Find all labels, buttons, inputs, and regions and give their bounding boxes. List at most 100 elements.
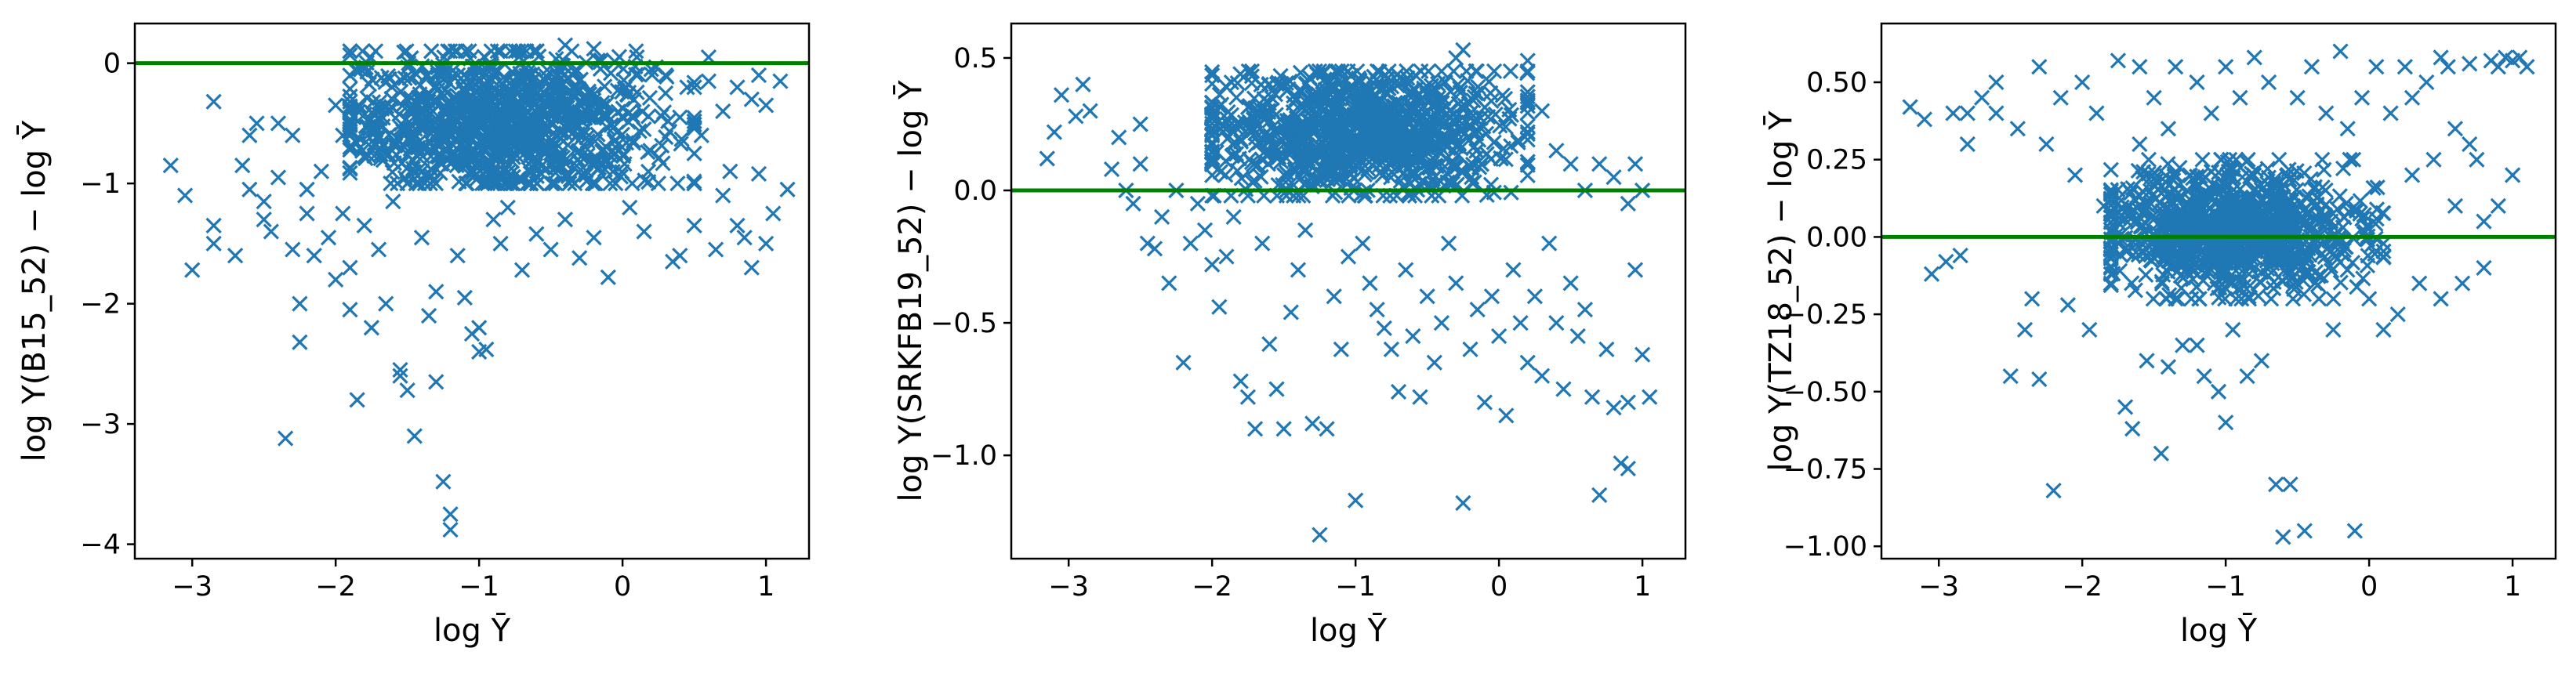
- cluster-point: [1493, 150, 1509, 166]
- cluster-point: [686, 176, 702, 192]
- scatter-point: [757, 235, 775, 252]
- cluster-point: [342, 165, 358, 181]
- cluster-point: [1471, 159, 1488, 176]
- scatter-point: [2031, 371, 2048, 388]
- subplot-1: −3 −2 −1 0 1 −4 −3 −2 −1 0 log Ȳ log Y(B15_52) − …: [16, 22, 811, 649]
- cluster-point: [507, 75, 524, 92]
- scatter-point: [299, 181, 315, 197]
- scatter-point: [750, 67, 767, 84]
- scatter-point: [1490, 328, 1508, 345]
- cluster-point: [1486, 63, 1503, 79]
- cluster-point: [2259, 161, 2276, 177]
- subplot-3: −3 −2 −1 0 1−1.00−0.75−0.50−0.250.000.250.50…: [1762, 22, 2557, 649]
- scatter-point: [363, 320, 380, 336]
- cluster-point: [513, 169, 529, 186]
- scatter-point: [1455, 494, 1471, 512]
- scatter-point: [2031, 59, 2048, 75]
- cluster-point: [342, 111, 358, 128]
- scatter-point: [2275, 529, 2291, 545]
- cluster-point: [1356, 122, 1373, 139]
- cluster-point: [1426, 96, 1442, 112]
- x-axis-label: log Ȳ: [1310, 612, 1388, 649]
- cluster-point: [504, 132, 521, 149]
- x-tick-label: −3: [172, 571, 212, 603]
- scatter-point: [2110, 52, 2127, 69]
- cluster-point: [2375, 205, 2392, 222]
- scatter-point: [586, 230, 602, 246]
- scatter-point: [492, 235, 509, 252]
- cluster-point: [2118, 244, 2135, 260]
- scatter-point: [1591, 487, 1608, 503]
- cluster-point: [480, 97, 496, 114]
- cluster-point: [522, 176, 539, 192]
- y-tick-label: 0.25: [1806, 145, 1867, 176]
- scatter-point: [1620, 195, 1636, 212]
- scatter-point: [335, 127, 351, 143]
- cluster-point: [372, 150, 389, 167]
- cluster-point: [1439, 165, 1455, 181]
- scatter-point: [1275, 421, 1292, 437]
- cluster-point: [1296, 158, 1312, 176]
- cluster-point: [430, 67, 446, 83]
- cluster-point: [1204, 154, 1221, 170]
- scatter-point: [1576, 302, 1594, 318]
- scatter-point: [1462, 341, 1478, 358]
- scatter-point: [1448, 49, 1464, 67]
- cluster-point: [2331, 188, 2348, 205]
- cluster-point: [2228, 151, 2244, 168]
- scatter-point: [234, 157, 251, 174]
- scatter-point: [2153, 445, 2169, 462]
- scatter-point: [2002, 367, 2019, 385]
- scatter-point: [292, 334, 308, 350]
- cluster-point: [1486, 184, 1502, 201]
- cluster-point: [1329, 103, 1346, 119]
- cluster-point: [432, 147, 448, 164]
- cluster-point: [394, 121, 412, 139]
- cluster-point: [1228, 119, 1244, 136]
- scatter-point: [1232, 373, 1249, 389]
- cluster-point: [597, 78, 613, 95]
- cluster-point: [367, 43, 384, 60]
- cluster-point: [2365, 179, 2382, 196]
- scatter-point: [1204, 256, 1221, 273]
- scatter-point: [1139, 235, 1156, 252]
- scatter-point: [392, 361, 408, 378]
- cluster-point: [1449, 158, 1466, 175]
- scatter-point: [2124, 421, 2141, 437]
- cluster-point: [2360, 248, 2376, 264]
- scatter-point: [1053, 87, 1070, 103]
- scatter-point: [1548, 314, 1565, 331]
- scatter-point: [2088, 105, 2105, 121]
- scatter-point: [1938, 253, 1954, 270]
- scatter-point: [2476, 259, 2492, 277]
- cluster-point: [624, 176, 640, 192]
- scatter-point: [757, 97, 775, 114]
- cluster-point: [380, 146, 397, 162]
- scatter-point: [1952, 247, 1968, 264]
- cluster-point: [550, 87, 567, 103]
- cluster-point: [1503, 107, 1520, 123]
- cluster-point: [1433, 63, 1449, 79]
- scatter-point: [750, 165, 767, 182]
- scatter-point: [2418, 74, 2435, 91]
- cluster-point: [510, 43, 527, 60]
- cluster-point: [1430, 94, 1446, 111]
- scatter-point: [686, 79, 702, 96]
- scatter-point: [413, 230, 430, 246]
- scatter-point: [1959, 136, 1976, 153]
- cluster-point: [2211, 165, 2227, 181]
- cluster-point: [2342, 151, 2358, 168]
- x-tick-label: −2: [2062, 571, 2103, 603]
- cluster-point: [1503, 184, 1519, 201]
- cluster-point: [538, 119, 554, 136]
- cluster-point: [603, 65, 619, 81]
- cluster-point: [1243, 63, 1261, 79]
- scatter-point: [320, 230, 337, 246]
- scatter-point: [672, 248, 688, 264]
- cluster-point: [425, 121, 441, 138]
- cluster-point: [503, 153, 521, 169]
- cluster-point: [1384, 78, 1400, 95]
- scatter-point: [2303, 59, 2320, 75]
- cluster-point: [1519, 98, 1536, 114]
- scatter-point: [263, 223, 279, 240]
